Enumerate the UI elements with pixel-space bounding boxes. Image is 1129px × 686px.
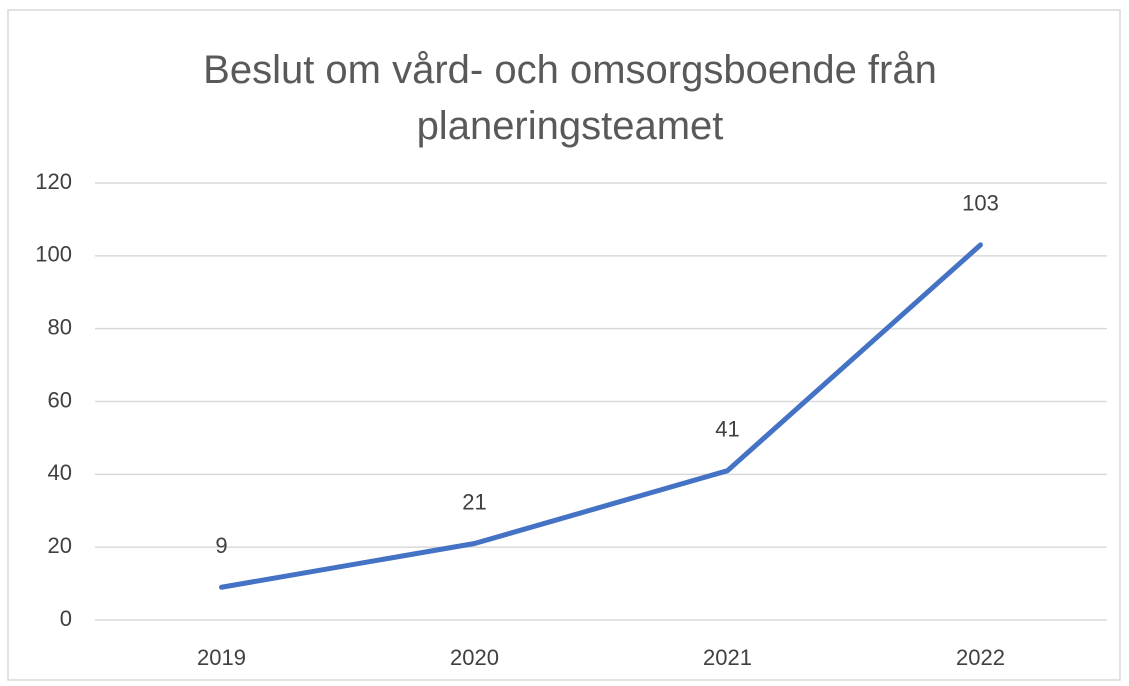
data-label: 103 xyxy=(962,191,999,216)
y-tick-label: 20 xyxy=(48,533,72,558)
line xyxy=(219,242,983,590)
y-tick-label: 40 xyxy=(48,460,72,485)
chart-title: Beslut om vård- och omsorgsboende från p… xyxy=(203,48,937,148)
y-tick-label: 0 xyxy=(60,606,72,631)
y-tick-label: 60 xyxy=(48,387,72,412)
x-tick-label: 2021 xyxy=(703,645,752,670)
data-label: 9 xyxy=(215,533,227,558)
data-label: 41 xyxy=(715,417,739,442)
y-tick-label: 80 xyxy=(48,314,72,339)
chart-border xyxy=(7,9,1121,681)
data-label: 21 xyxy=(462,489,486,514)
x-tick-label: 2020 xyxy=(450,645,499,670)
x-tick-label: 2019 xyxy=(197,645,246,670)
y-tick-label: 120 xyxy=(35,169,72,194)
x-tick-label: 2022 xyxy=(956,645,1005,670)
y-tick-label: 100 xyxy=(35,242,72,267)
